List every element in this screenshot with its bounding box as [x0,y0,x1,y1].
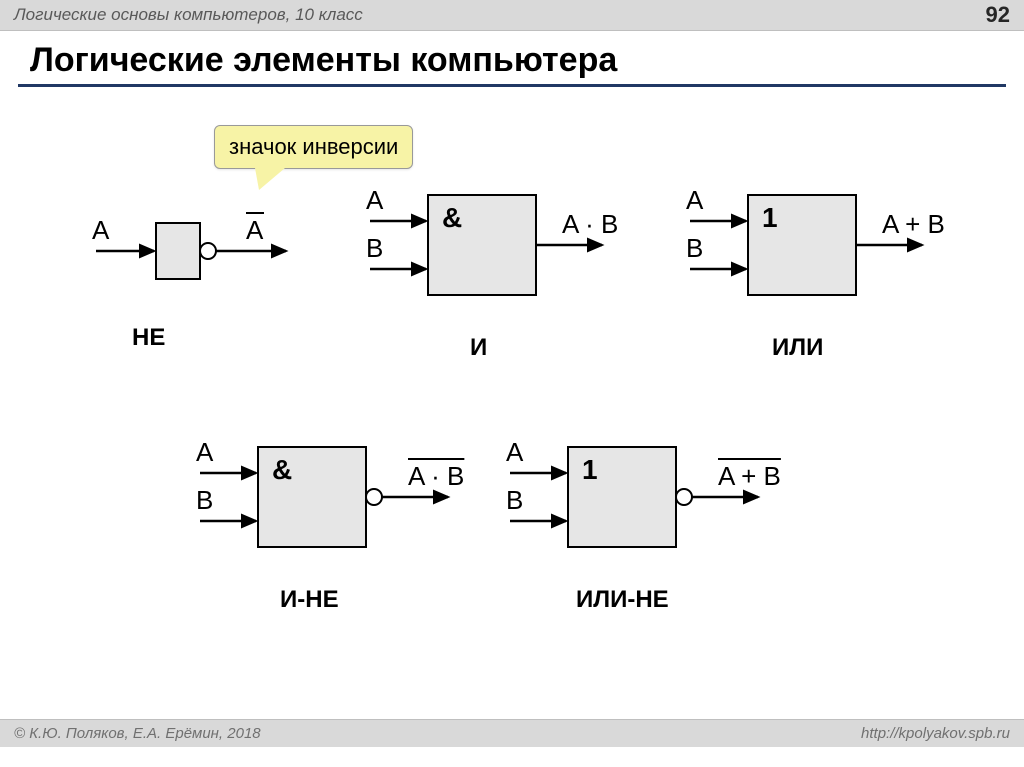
svg-text:B: B [686,233,703,263]
svg-text:1: 1 [582,454,598,485]
callout-text: значок инверсии [229,134,398,159]
svg-text:&: & [442,202,462,233]
svg-text:B: B [506,485,523,515]
svg-text:ИЛИ-НЕ: ИЛИ-НЕ [576,586,669,613]
svg-text:A: A [196,437,214,467]
footer-url: http://kpolyakov.spb.ru [861,725,1010,742]
breadcrumb: Логические основы компьютеров, 10 класс [14,5,363,25]
svg-text:A: A [92,215,110,245]
svg-text:A: A [686,185,704,215]
svg-text:НЕ: НЕ [132,324,165,351]
svg-text:A: A [506,437,524,467]
svg-text:B: B [366,233,383,263]
page-title: Логические элементы компьютера [30,41,1024,80]
svg-text:A · B: A · B [408,461,464,491]
svg-text:И: И [470,334,487,361]
svg-text:1: 1 [762,202,778,233]
svg-text:A: A [246,215,264,245]
svg-text:И-НЕ: И-НЕ [280,586,339,613]
svg-text:ИЛИ: ИЛИ [772,334,823,361]
page-number: 92 [986,2,1010,28]
svg-text:A + B: A + B [882,209,945,239]
inversion-callout: значок инверсии [214,125,413,169]
footer-copyright: © К.Ю. Поляков, Е.А. Ерёмин, 2018 [14,725,261,742]
svg-text:&: & [272,454,292,485]
gates-svg: AAНЕ&ABA · BИ1ABA + BИЛИ&ABA · BИ-НЕ1ABA… [0,87,1024,747]
svg-text:A · B: A · B [562,209,618,239]
slide-footer: © К.Ю. Поляков, Е.А. Ерёмин, 2018 http:/… [0,719,1024,747]
slide-header: Логические основы компьютеров, 10 класс … [0,0,1024,31]
svg-text:B: B [196,485,213,515]
svg-text:A + B: A + B [718,461,781,491]
diagram-canvas: AAНЕ&ABA · BИ1ABA + BИЛИ&ABA · BИ-НЕ1ABA… [0,87,1024,747]
svg-text:A: A [366,185,384,215]
